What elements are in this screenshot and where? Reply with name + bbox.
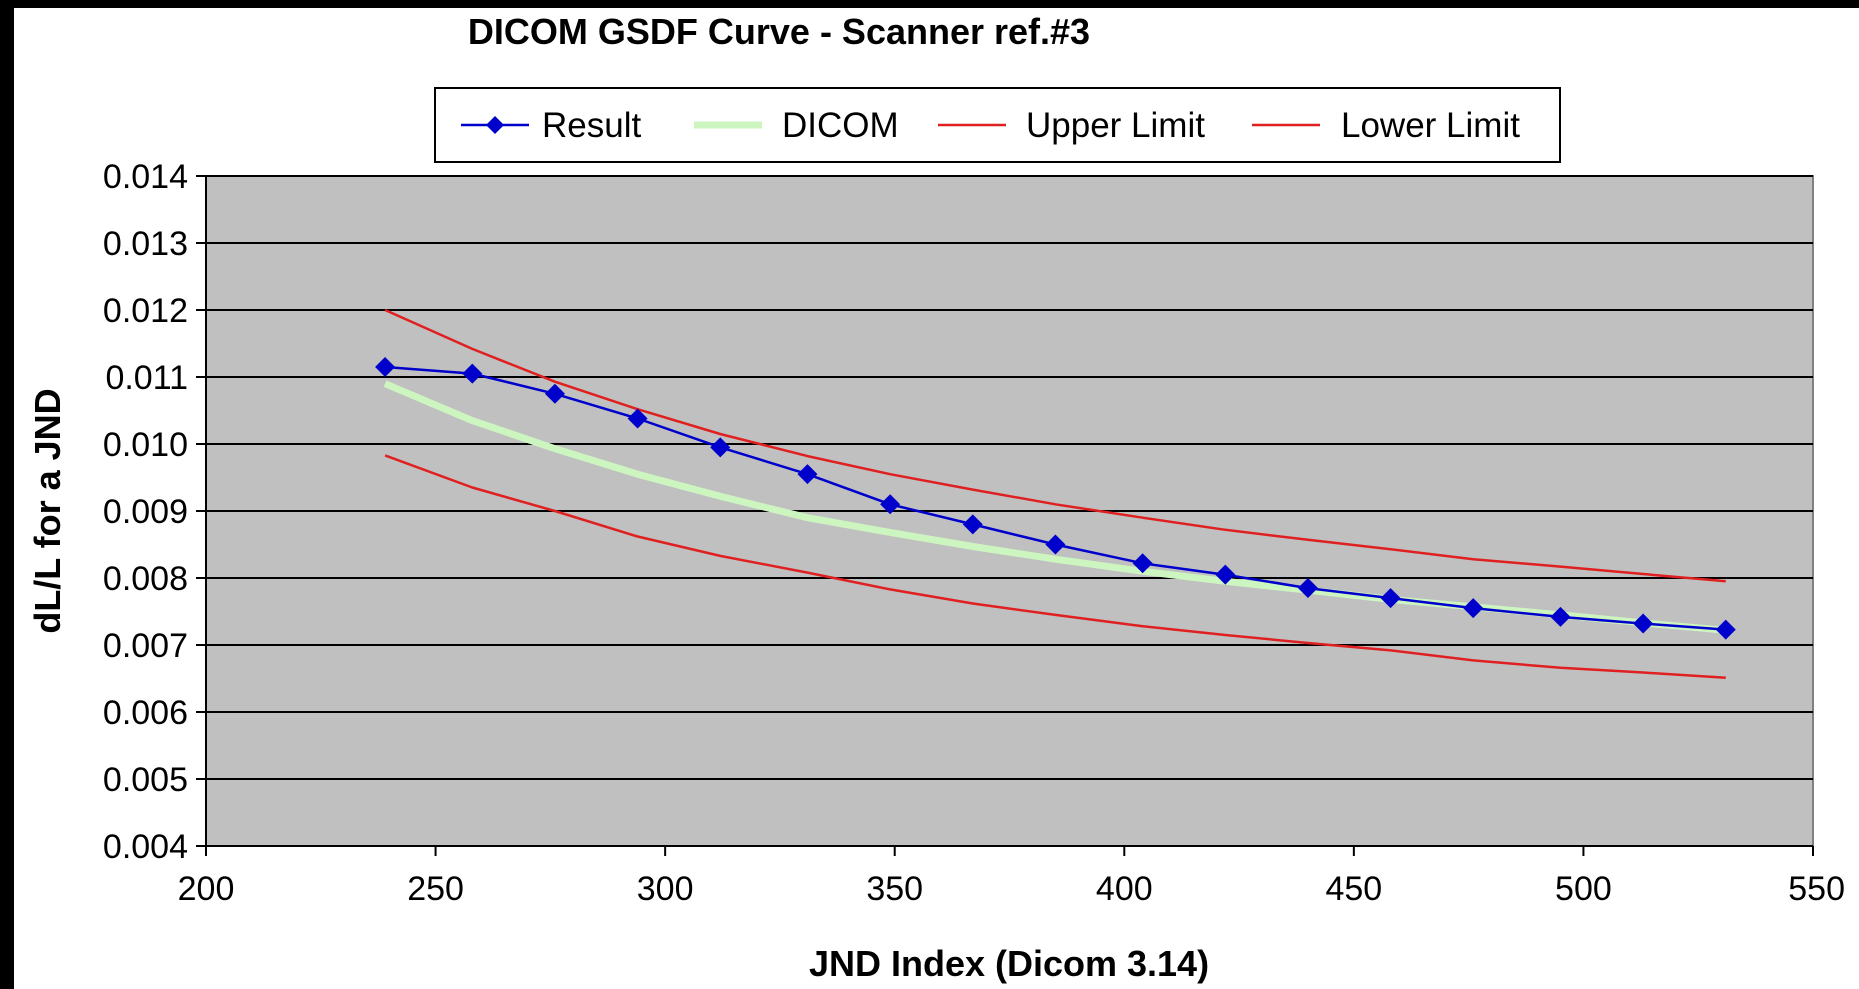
y-tick-label: 0.013 <box>103 225 188 263</box>
data-point-result <box>962 514 983 535</box>
data-point-result <box>880 494 901 515</box>
data-point-result <box>375 356 396 377</box>
data-point-result <box>1715 619 1736 640</box>
y-tick-label: 0.010 <box>103 426 188 464</box>
chart-frame: DICOM GSDF Curve - Scanner ref.#3 Result… <box>14 8 1859 989</box>
y-tick-label: 0.012 <box>103 292 188 330</box>
x-tick-label: 200 <box>178 870 235 908</box>
series-line-lower-limit <box>384 454 1726 680</box>
data-point-result <box>1550 606 1571 627</box>
x-axis-title: JND Index (Dicom 3.14) <box>809 943 1209 984</box>
data-point-result <box>462 363 483 384</box>
x-tick-label: 400 <box>1096 870 1153 908</box>
data-point-result <box>1132 553 1153 574</box>
data-point-result <box>1380 588 1401 609</box>
y-tick-label: 0.014 <box>103 158 188 196</box>
y-tick-label: 0.006 <box>103 694 188 732</box>
data-point-result <box>1297 578 1318 599</box>
y-axis-title: dL/L for a JND <box>27 388 68 633</box>
data-point-result <box>710 437 731 458</box>
y-axis-ticks: 0.004 0.005 0.006 0.007 0.008 0.009 0.010 0.011… <box>103 158 206 866</box>
chart: DICOM GSDF Curve - Scanner ref.#3 Result… <box>27 11 1845 984</box>
series-line-dicom <box>383 380 1727 634</box>
x-axis-ticks: 200 250 300 350 400 450 500 550 <box>178 846 1845 908</box>
x-tick-label: 250 <box>407 870 464 908</box>
x-tick-label: 350 <box>866 870 923 908</box>
data-point-result <box>1045 534 1066 555</box>
series-line-upper-limit <box>384 308 1726 583</box>
x-tick-label: 550 <box>1788 870 1845 908</box>
x-tick-label: 500 <box>1555 870 1612 908</box>
y-tick-label: 0.004 <box>103 828 188 866</box>
legend-marker-result <box>486 116 504 134</box>
y-tick-label: 0.009 <box>103 493 188 531</box>
data-point-result <box>797 464 818 485</box>
data-point-result <box>544 383 565 404</box>
data-point-result <box>1463 598 1484 619</box>
legend: Result DICOM Upper Limit Lower Limit <box>434 87 1561 163</box>
y-tick-label: 0.008 <box>103 560 188 598</box>
chart-title: DICOM GSDF Curve - Scanner ref.#3 <box>468 11 1090 52</box>
y-tick-label: 0.007 <box>103 627 188 665</box>
legend-label-result: Result <box>542 106 641 145</box>
data-point-result <box>1215 564 1236 585</box>
legend-label-dicom: DICOM <box>782 106 899 145</box>
legend-label-lower-limit: Lower Limit <box>1341 106 1520 145</box>
x-tick-label: 450 <box>1325 870 1382 908</box>
data-point-result <box>627 408 648 429</box>
series-group <box>375 308 1736 680</box>
legend-label-upper-limit: Upper Limit <box>1026 106 1205 145</box>
y-tick-label: 0.005 <box>103 761 188 799</box>
data-point-result <box>1633 613 1654 634</box>
x-tick-label: 300 <box>637 870 694 908</box>
y-tick-label: 0.011 <box>105 359 188 397</box>
